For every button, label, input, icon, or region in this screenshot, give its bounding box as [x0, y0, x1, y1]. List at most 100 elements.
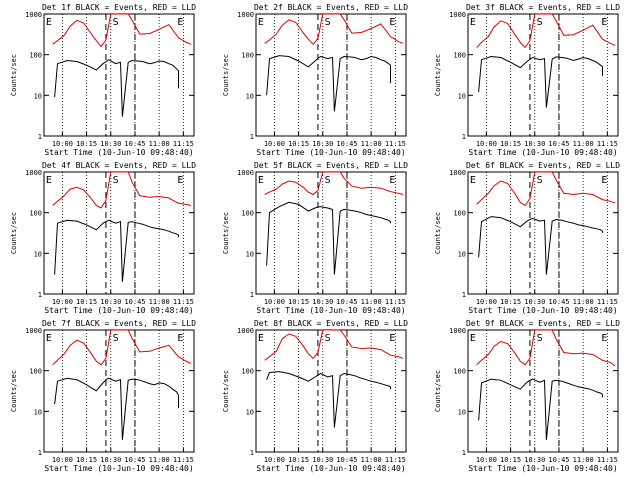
x-tick-label: 10:45	[336, 456, 357, 464]
x-tick-label: 10:45	[548, 298, 569, 306]
x-tick-label: 10:15	[288, 140, 309, 148]
panel-title: Det 1f BLACK = Events, RED = LLD	[42, 3, 196, 12]
x-axis-label: Start Time (10-Jun-10 09:48:40)	[468, 148, 617, 157]
x-tick-label: 10:30	[524, 298, 545, 306]
x-tick-label: 10:15	[76, 456, 97, 464]
x-tick-label: 10:00	[52, 140, 73, 148]
series-lld-line	[476, 172, 616, 207]
event-marker: S	[113, 175, 119, 186]
series-events-line	[478, 378, 603, 440]
x-tick-label: 10:00	[476, 140, 497, 148]
panel-title: Det 2f BLACK = Events, RED = LLD	[254, 3, 408, 12]
x-tick-label: 11:00	[573, 140, 594, 148]
y-axis-label: Counts/sec	[222, 54, 230, 96]
series-lld-line	[52, 330, 192, 366]
x-tick-label: 11:00	[573, 456, 594, 464]
y-tick-label: 1000	[449, 11, 466, 19]
event-marker: E	[470, 333, 476, 344]
plot-frame	[255, 329, 407, 453]
series-lld-line	[476, 14, 616, 49]
event-marker: E	[470, 175, 476, 186]
event-marker: S	[325, 17, 331, 28]
x-tick-label: 10:30	[100, 140, 121, 148]
event-marker: E	[470, 17, 476, 28]
event-marker: E	[389, 175, 395, 186]
y-tick-label: 100	[29, 210, 42, 218]
panel-det-3: Det 3f BLACK = Events, RED = LLD E S E 1 10 10…	[434, 3, 620, 157]
series-events-line	[54, 59, 179, 117]
panel-det-4: Det 4f BLACK = Events, RED = LLD E S E 1 10 10…	[10, 161, 196, 315]
x-tick-label: 10:45	[548, 456, 569, 464]
panel-det-9: Det 9f BLACK = Events, RED = LLD E S E 1 10 10…	[434, 319, 620, 473]
x-tick-label: 11:00	[149, 298, 170, 306]
x-tick-label: 11:00	[361, 140, 382, 148]
x-axis-label: Start Time (10-Jun-10 09:48:40)	[256, 464, 405, 473]
y-tick-label: 1000	[449, 327, 466, 335]
y-axis-label: Counts/sec	[434, 370, 442, 412]
x-tick-label: 10:15	[288, 298, 309, 306]
panel-det-6: Det 6f BLACK = Events, RED = LLD E S E 1 10 10…	[434, 161, 620, 315]
y-tick-label: 10	[246, 250, 254, 258]
series-lld-line	[52, 172, 192, 209]
event-marker: E	[258, 175, 264, 186]
y-tick-label: 1	[462, 133, 466, 141]
panel-det-2: Det 2f BLACK = Events, RED = LLD E S E 1 10 10…	[222, 3, 408, 157]
x-tick-label: 10:30	[312, 456, 333, 464]
event-marker: E	[258, 333, 264, 344]
series-events-line	[54, 377, 179, 440]
y-tick-label: 10	[458, 408, 466, 416]
event-marker: E	[258, 17, 264, 28]
x-tick-label: 10:15	[76, 298, 97, 306]
x-tick-label: 10:45	[336, 140, 357, 148]
x-tick-label: 10:30	[100, 456, 121, 464]
x-axis-label: Start Time (10-Jun-10 09:48:40)	[44, 148, 193, 157]
y-tick-label: 1000	[237, 169, 254, 177]
y-tick-label: 1000	[25, 169, 42, 177]
panel-det-1: Det 1f BLACK = Events, RED = LLD E S E 1 10 10…	[10, 3, 196, 157]
y-tick-label: 10	[34, 250, 42, 258]
series-lld-line	[264, 330, 404, 361]
y-tick-label: 10	[34, 92, 42, 100]
panel-det-7: Det 7f BLACK = Events, RED = LLD E S E 1 10 10…	[10, 319, 196, 473]
y-tick-label: 1000	[449, 169, 466, 177]
y-axis-label: Counts/sec	[10, 370, 18, 412]
series-events-line	[478, 55, 603, 108]
x-tick-label: 10:45	[124, 140, 145, 148]
y-tick-label: 1	[250, 291, 254, 299]
y-tick-label: 10	[458, 250, 466, 258]
y-tick-label: 1	[38, 133, 42, 141]
x-tick-label: 10:30	[312, 298, 333, 306]
plot-frame	[255, 13, 407, 137]
y-tick-label: 1000	[237, 327, 254, 335]
y-tick-label: 100	[453, 368, 466, 376]
x-tick-label: 10:00	[476, 456, 497, 464]
x-tick-label: 11:15	[597, 140, 618, 148]
x-tick-label: 11:00	[573, 298, 594, 306]
series-lld-line	[264, 14, 404, 46]
x-tick-label: 10:00	[264, 140, 285, 148]
y-axis-label: Counts/sec	[434, 54, 442, 96]
x-tick-label: 10:30	[524, 140, 545, 148]
y-tick-label: 1	[38, 291, 42, 299]
x-tick-label: 10:45	[124, 456, 145, 464]
plot-frame	[255, 171, 407, 295]
y-tick-label: 100	[29, 52, 42, 60]
event-marker: E	[601, 17, 607, 28]
panel-title: Det 3f BLACK = Events, RED = LLD	[466, 3, 620, 12]
y-axis-label: Counts/sec	[10, 212, 18, 254]
event-marker: E	[177, 17, 183, 28]
event-marker: E	[177, 175, 183, 186]
y-tick-label: 1	[462, 449, 466, 457]
x-tick-label: 10:00	[52, 456, 73, 464]
series-events-line	[266, 55, 391, 112]
panel-title: Det 6f BLACK = Events, RED = LLD	[466, 161, 620, 170]
series-lld-line	[264, 172, 404, 196]
x-tick-label: 10:45	[124, 298, 145, 306]
series-events-line	[266, 371, 391, 428]
y-tick-label: 1000	[25, 327, 42, 335]
series-events-line	[478, 216, 603, 275]
panel-title: Det 7f BLACK = Events, RED = LLD	[42, 319, 196, 328]
y-tick-label: 1000	[25, 11, 42, 19]
